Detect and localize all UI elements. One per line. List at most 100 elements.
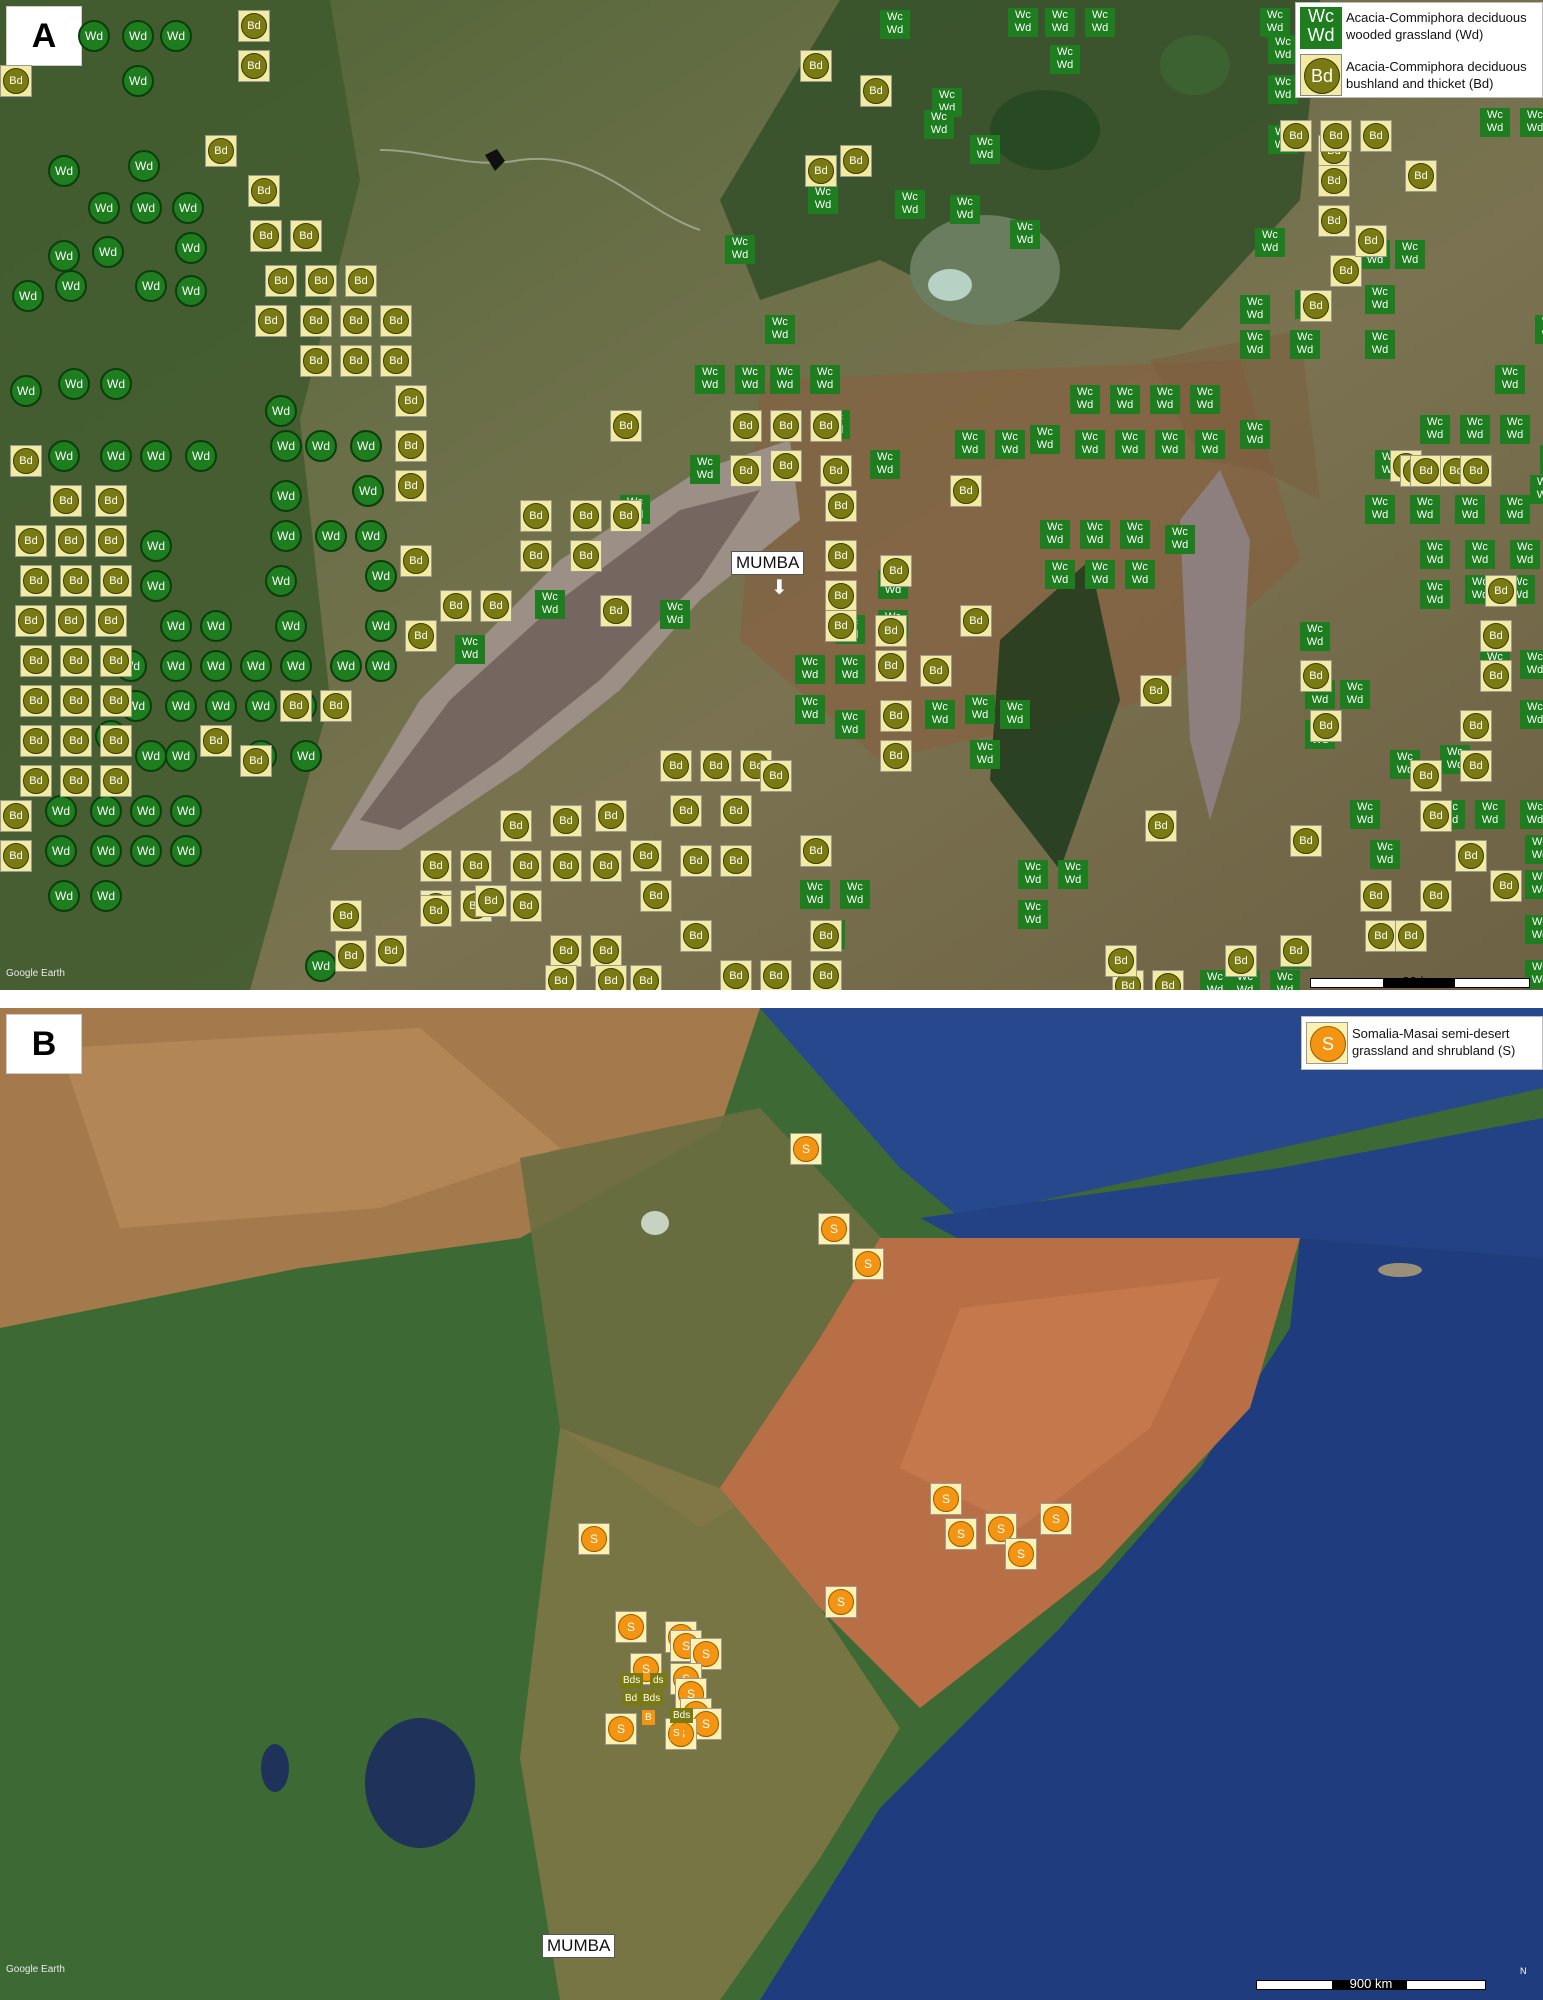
- wd-marker: Wd: [45, 835, 77, 867]
- wd-marker: Wd: [135, 740, 167, 772]
- wd-marker: Wd: [305, 430, 337, 462]
- bd-marker: Bd: [100, 645, 132, 677]
- bd-marker: Bd: [100, 725, 132, 757]
- bd-marker: Bd: [1318, 205, 1350, 237]
- wd-marker: Wd: [355, 520, 387, 552]
- s-marker: S: [1005, 1538, 1037, 1570]
- panel-a-label: A: [6, 6, 82, 66]
- wd-marker: Wd: [165, 690, 197, 722]
- bd-marker: Bd: [660, 750, 692, 782]
- panel-b-scale-bar: 900 km: [1256, 1974, 1486, 1994]
- bd-marker: Bd: [520, 500, 552, 532]
- wd-marker: Wd: [275, 610, 307, 642]
- mumba-site-arrow-icon: ⬇: [771, 577, 788, 599]
- wd-marker: Wd: [88, 192, 120, 224]
- bd-marker: Bd: [60, 765, 92, 797]
- bd-marker: Bd: [805, 155, 837, 187]
- bd-marker: Bd: [60, 565, 92, 597]
- bd-marker: Bd: [720, 960, 752, 990]
- bd-marker: Bd: [545, 965, 577, 990]
- bd-marker: Bd: [55, 525, 87, 557]
- bd-marker: Bd: [800, 50, 832, 82]
- bd-marker: Bd: [255, 305, 287, 337]
- wd-marker: Wd: [100, 368, 132, 400]
- wd-marker: Wd: [265, 565, 297, 597]
- bd-marker: Bd: [520, 540, 552, 572]
- bd-marker: Bd: [1460, 750, 1492, 782]
- bd-marker: Bd: [100, 565, 132, 597]
- wd-marker: Wd: [240, 650, 272, 682]
- bd-marker: Bd: [770, 450, 802, 482]
- legend-s-symbol: S: [1306, 1022, 1348, 1064]
- bd-marker: Bd: [60, 645, 92, 677]
- wd-marker: Wd: [90, 880, 122, 912]
- bd-marker: Bd: [760, 960, 792, 990]
- wd-marker: Wd: [92, 236, 124, 268]
- s-marker: S: [790, 1133, 822, 1165]
- wd-marker: Wd: [45, 795, 77, 827]
- bd-marker: Bd: [630, 840, 662, 872]
- bd-marker: Bd: [1225, 945, 1257, 977]
- bd-marker: Bd: [730, 455, 762, 487]
- panel-a-scale-bar: 30 km: [1310, 972, 1530, 990]
- bd-marker: Bd: [510, 850, 542, 882]
- bd-marker: Bd: [550, 850, 582, 882]
- wd-marker: Wd: [128, 150, 160, 182]
- bd-marker: Bd: [720, 795, 752, 827]
- bd-marker: Bd: [0, 840, 32, 872]
- bd-marker: Bd: [1420, 800, 1452, 832]
- bd-marker: Bd: [880, 555, 912, 587]
- bd-marker: Bd: [400, 545, 432, 577]
- wd-marker: Wd: [290, 740, 322, 772]
- wd-marker: Wd: [270, 520, 302, 552]
- bd-marker: Bd: [200, 725, 232, 757]
- bd-marker: Bd: [290, 220, 322, 252]
- wd-marker: Wd: [10, 375, 42, 407]
- bd-marker: Bd: [95, 605, 127, 637]
- bd-marker: Bd: [305, 265, 337, 297]
- s-marker: S: [578, 1523, 610, 1555]
- bd-marker: Bd: [340, 345, 372, 377]
- bd-marker: Bd: [810, 960, 842, 990]
- wd-marker: Wd: [140, 440, 172, 472]
- bd-marker: Bd: [1410, 760, 1442, 792]
- bd-marker: Bd: [1490, 870, 1522, 902]
- wd-marker: Wd: [55, 270, 87, 302]
- small-marker: Bds: [670, 1708, 694, 1723]
- bd-marker: Bd: [395, 470, 427, 502]
- bd-marker: Bd: [50, 485, 82, 517]
- small-marker: B: [642, 1710, 655, 1725]
- wd-marker: Wd: [122, 20, 154, 52]
- bd-marker: Bd: [95, 525, 127, 557]
- bd-marker: Bd: [680, 920, 712, 952]
- bd-marker: Bd: [250, 220, 282, 252]
- bd-marker: Bd: [700, 750, 732, 782]
- bd-marker: Bd: [600, 595, 632, 627]
- bd-marker: Bd: [420, 895, 452, 927]
- bd-marker: Bd: [860, 75, 892, 107]
- wd-marker: Wd: [122, 65, 154, 97]
